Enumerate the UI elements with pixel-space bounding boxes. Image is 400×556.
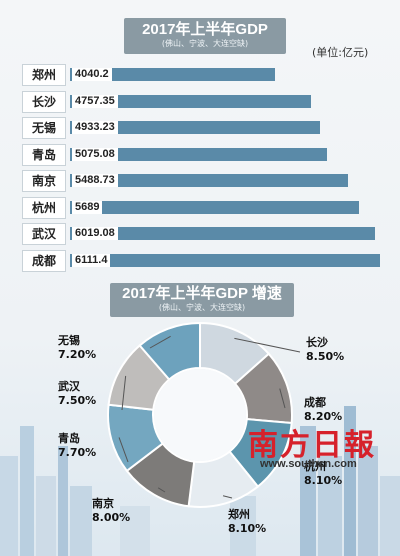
bar-value-label: 5075.08: [72, 147, 118, 161]
website-url: www.southcn.com: [260, 458, 357, 470]
bar-category-label: 南京: [22, 170, 66, 192]
bar: [70, 94, 312, 108]
donut-slice-city: 南京: [92, 497, 114, 510]
bar-category-label: 无锡: [22, 117, 66, 139]
bar-category-label: 青岛: [22, 143, 66, 166]
bar-chart-title: 2017年上半年GDP: [142, 21, 268, 38]
donut-leader-line: [157, 487, 166, 493]
donut-leader-line: [234, 337, 301, 353]
bar-value-label: 4757.35: [72, 94, 118, 108]
donut-slice-label: 成都 8.20%: [304, 396, 342, 424]
donut-slice-city: 成都: [304, 396, 326, 409]
bar: [70, 174, 349, 187]
donut-leader-line: [118, 437, 129, 463]
donut-slice-label: 长沙 8.50%: [306, 336, 344, 364]
bar-value-label: 6019.08: [72, 227, 118, 240]
donut-slice-label: 南京 8.00%: [92, 497, 130, 525]
donut-slice-city: 长沙: [306, 336, 328, 349]
donut-slice-value: 8.10%: [304, 474, 343, 487]
bar-chart-title-box: 2017年上半年GDP (佛山、宁波、大连空缺): [124, 18, 286, 54]
donut-leader-line: [121, 375, 127, 411]
donut-slice-value: 8.00%: [92, 511, 131, 524]
bar-chart-unit: (单位:亿元): [312, 46, 369, 59]
bar: [70, 227, 376, 240]
donut-slice-label: 武汉 7.50%: [58, 380, 96, 408]
bar-category-label: 成都: [22, 249, 66, 272]
bar: [70, 68, 275, 81]
donut-leader-line: [149, 335, 171, 349]
donut-chart-title-box: 2017年上半年GDP 增速 (佛山、宁波、大连空缺): [110, 283, 294, 317]
bar-value-label: 6111.4: [72, 253, 111, 267]
donut-slice-value: 8.10%: [228, 522, 267, 535]
donut-slice-city: 青岛: [58, 432, 80, 445]
donut-slice-label: 杭州 8.10%: [304, 460, 342, 488]
donut-slice-label: 青岛 7.70%: [58, 432, 96, 460]
donut-slice-city: 武汉: [58, 380, 80, 393]
bar-value-label: 4040.2: [72, 68, 112, 81]
bar-value-label: 5488.73: [72, 174, 118, 187]
donut-slice-label: 郑州 8.10%: [228, 508, 266, 536]
donut-hole: [154, 369, 246, 461]
donut-slice-city: 杭州: [304, 460, 326, 473]
donut-chart-title: 2017年上半年GDP 增速: [122, 285, 282, 302]
bar-category-label: 长沙: [22, 90, 66, 113]
bar: [70, 147, 328, 161]
bar: [70, 253, 380, 267]
donut-slice-label: 无锡 7.20%: [58, 334, 96, 362]
donut-chart-subtitle: (佛山、宁波、大连空缺): [158, 303, 246, 312]
bar-category-label: 武汉: [22, 223, 66, 245]
bar: [70, 200, 359, 214]
donut-leader-line: [279, 388, 286, 409]
donut-slice-city: 郑州: [228, 508, 250, 521]
bar-category-label: 杭州: [22, 196, 66, 219]
donut-slice-value: 7.70%: [58, 446, 97, 459]
donut-slice-value: 8.50%: [306, 350, 345, 363]
bar-value-label: 5689: [72, 200, 103, 214]
bar: [70, 121, 321, 134]
donut-slice-value: 7.20%: [58, 348, 97, 361]
donut-slice-city: 无锡: [58, 334, 80, 347]
newspaper-logo: 南方日報: [248, 428, 376, 463]
donut-leader-line: [222, 495, 233, 499]
donut-slice: [138, 321, 201, 381]
skyline-background: [0, 406, 400, 556]
donut-leader-line: [273, 454, 276, 456]
bar-category-label: 郑州: [22, 64, 66, 86]
donut-slice-value: 8.20%: [304, 410, 343, 423]
donut-slice-value: 7.50%: [58, 394, 97, 407]
bar-value-label: 4933.23: [72, 121, 118, 134]
bar-chart-subtitle: (佛山、宁波、大连空缺): [161, 39, 249, 48]
